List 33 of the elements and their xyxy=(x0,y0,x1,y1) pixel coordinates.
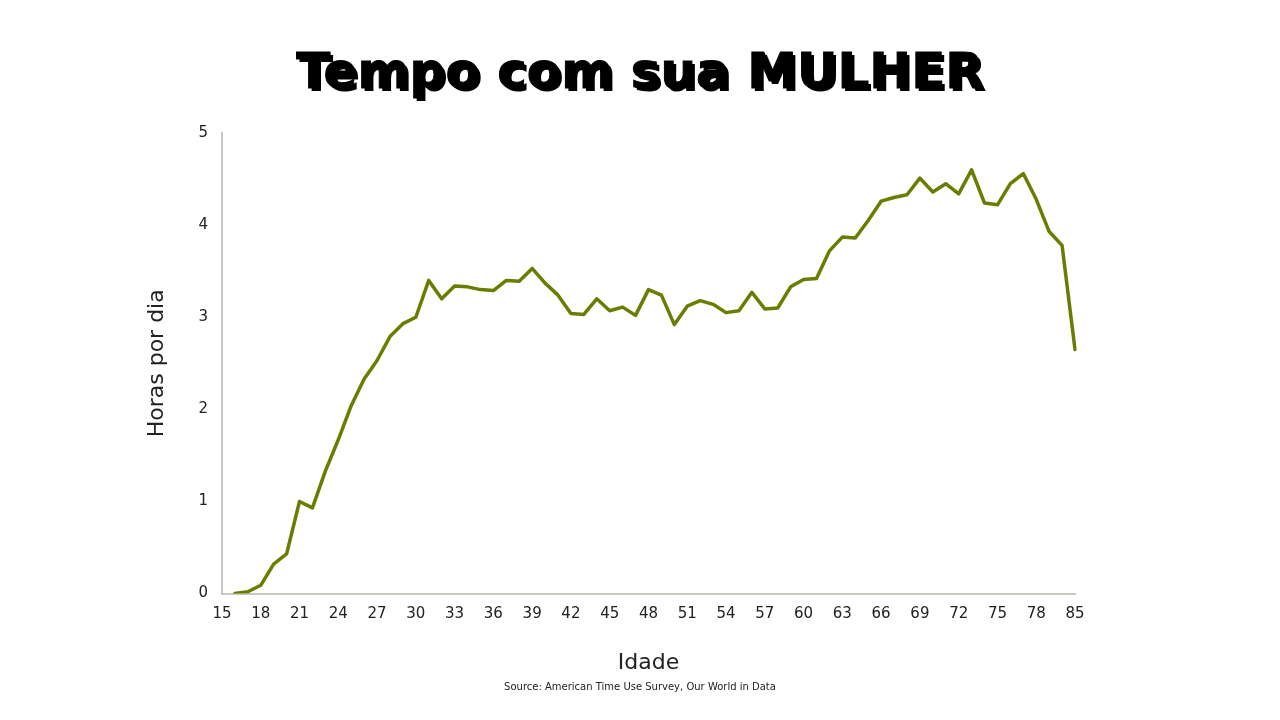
x-tick-label: 45 xyxy=(600,604,620,623)
y-tick-label: 2 xyxy=(198,399,208,418)
x-tick-label: 24 xyxy=(328,604,348,623)
x-tick-label: 69 xyxy=(910,604,930,623)
source-note: Source: American Time Use Survey, Our World in Data xyxy=(503,681,777,692)
x-tick-label: 39 xyxy=(522,604,542,623)
x-axis-title: Idade xyxy=(617,648,680,674)
x-tick-label: 18 xyxy=(251,604,271,623)
y-axis-title: Horas por dia xyxy=(142,289,168,438)
x-tick-label: 42 xyxy=(561,604,581,623)
x-tick-label: 15 xyxy=(212,604,232,623)
x-tick-label: 33 xyxy=(445,604,465,623)
x-tick-label: 48 xyxy=(638,604,659,623)
x-tick-label: 57 xyxy=(755,604,775,623)
x-tick-label: 85 xyxy=(1065,604,1085,623)
x-tick-label: 54 xyxy=(716,604,736,623)
x-tick-label: 66 xyxy=(871,604,891,623)
x-tick-label: 60 xyxy=(794,604,814,623)
x-tick-label: 78 xyxy=(1026,604,1046,623)
y-tick-label: 0 xyxy=(198,583,208,602)
x-tick-label: 36 xyxy=(483,604,503,623)
y-tick-label: 3 xyxy=(198,307,208,326)
x-tick-label: 27 xyxy=(367,604,387,623)
x-tick-label: 72 xyxy=(949,604,969,623)
x-tick-label: 63 xyxy=(832,604,852,623)
y-tick-label: 4 xyxy=(198,215,208,234)
x-tick-label: 21 xyxy=(289,604,310,623)
x-tick-label: 75 xyxy=(987,604,1007,623)
x-tick-label: 51 xyxy=(677,604,697,623)
y-tick-label: 1 xyxy=(198,491,208,510)
x-tick-label: 30 xyxy=(406,604,426,623)
chart-title: Tempo com sua MULHER xyxy=(295,42,985,100)
y-tick-label: 5 xyxy=(198,122,208,141)
